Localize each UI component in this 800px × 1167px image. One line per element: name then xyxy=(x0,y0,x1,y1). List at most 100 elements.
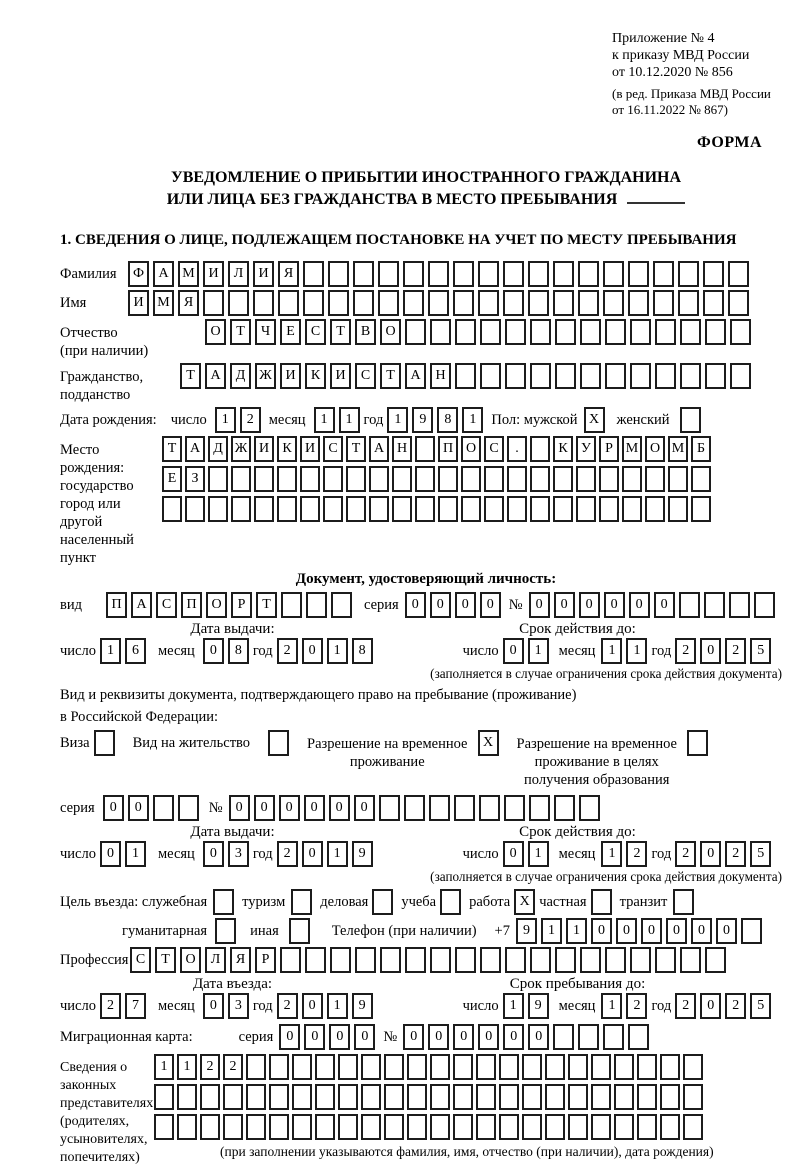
char-cell[interactable] xyxy=(599,496,619,522)
char-cell[interactable] xyxy=(683,1054,703,1080)
char-cell[interactable] xyxy=(415,496,435,522)
char-cell[interactable] xyxy=(438,496,458,522)
char-cell[interactable] xyxy=(553,1024,575,1050)
char-cell[interactable] xyxy=(530,466,550,492)
legal-reps-cells-row2[interactable] xyxy=(154,1084,714,1110)
char-cell[interactable] xyxy=(680,947,701,973)
char-cell[interactable] xyxy=(228,290,249,316)
char-cell[interactable]: 0 xyxy=(301,841,323,867)
char-cell[interactable] xyxy=(545,1114,565,1140)
char-cell[interactable]: 5 xyxy=(750,841,772,867)
char-cell[interactable] xyxy=(553,466,573,492)
char-cell[interactable]: 0 xyxy=(228,795,250,821)
char-cell[interactable] xyxy=(645,496,665,522)
char-cell[interactable] xyxy=(655,319,676,345)
char-cell[interactable]: П xyxy=(438,436,458,462)
char-cell[interactable]: 0 xyxy=(479,592,501,618)
char-cell[interactable]: 1 xyxy=(177,1054,197,1080)
char-cell[interactable]: А xyxy=(131,592,152,618)
char-cell[interactable] xyxy=(453,1114,473,1140)
char-cell[interactable] xyxy=(614,1084,634,1110)
char-cell[interactable] xyxy=(223,1084,243,1110)
char-cell[interactable] xyxy=(315,1084,335,1110)
char-cell[interactable]: 1 xyxy=(527,638,549,664)
char-cell[interactable] xyxy=(177,795,199,821)
char-cell[interactable] xyxy=(355,947,376,973)
char-cell[interactable]: С xyxy=(484,436,504,462)
char-cell[interactable] xyxy=(328,290,349,316)
char-cell[interactable]: X xyxy=(583,407,605,433)
char-cell[interactable]: Т xyxy=(230,319,251,345)
char-cell[interactable] xyxy=(378,261,399,287)
char-cell[interactable] xyxy=(403,290,424,316)
char-cell[interactable]: 1 xyxy=(124,841,146,867)
char-cell[interactable] xyxy=(603,261,624,287)
char-cell[interactable] xyxy=(253,290,274,316)
char-cell[interactable] xyxy=(660,1114,680,1140)
char-cell[interactable]: 0 xyxy=(528,592,550,618)
char-cell[interactable]: 0 xyxy=(640,918,662,944)
char-cell[interactable] xyxy=(591,1054,611,1080)
char-cell[interactable] xyxy=(578,795,600,821)
char-cell[interactable]: П xyxy=(181,592,202,618)
char-cell[interactable] xyxy=(338,1114,358,1140)
char-cell[interactable] xyxy=(476,1114,496,1140)
char-cell[interactable] xyxy=(384,1114,404,1140)
char-cell[interactable] xyxy=(678,290,699,316)
char-cell[interactable] xyxy=(522,1114,542,1140)
char-cell[interactable] xyxy=(484,496,504,522)
char-cell[interactable] xyxy=(576,496,596,522)
char-cell[interactable] xyxy=(637,1114,657,1140)
purpose-other-checkbox[interactable] xyxy=(288,918,314,944)
char-cell[interactable]: 2 xyxy=(276,638,298,664)
char-cell[interactable] xyxy=(438,466,458,492)
char-cell[interactable]: 0 xyxy=(615,918,637,944)
char-cell[interactable]: 0 xyxy=(715,918,737,944)
char-cell[interactable]: 1 xyxy=(326,841,348,867)
char-cell[interactable]: 0 xyxy=(503,1024,525,1050)
birthplace-cells-row3[interactable] xyxy=(162,496,714,522)
char-cell[interactable] xyxy=(453,290,474,316)
char-cell[interactable]: И xyxy=(128,290,149,316)
char-cell[interactable]: Я xyxy=(278,261,299,287)
char-cell[interactable] xyxy=(553,795,575,821)
char-cell[interactable]: П xyxy=(106,592,127,618)
char-cell[interactable] xyxy=(346,466,366,492)
char-cell[interactable] xyxy=(580,947,601,973)
char-cell[interactable]: Ж xyxy=(231,436,251,462)
char-cell[interactable]: 2 xyxy=(223,1054,243,1080)
char-cell[interactable]: 0 xyxy=(454,592,476,618)
char-cell[interactable] xyxy=(740,918,762,944)
char-cell[interactable] xyxy=(306,592,327,618)
char-cell[interactable] xyxy=(578,1024,600,1050)
char-cell[interactable]: Н xyxy=(430,363,451,389)
char-cell[interactable]: Ф xyxy=(128,261,149,287)
visa-checkbox[interactable] xyxy=(93,730,119,756)
char-cell[interactable] xyxy=(315,1054,335,1080)
char-cell[interactable] xyxy=(480,947,501,973)
char-cell[interactable] xyxy=(305,947,326,973)
char-cell[interactable] xyxy=(300,466,320,492)
char-cell[interactable] xyxy=(330,947,351,973)
char-cell[interactable]: 2 xyxy=(626,993,648,1019)
char-cell[interactable] xyxy=(152,795,174,821)
char-cell[interactable] xyxy=(268,730,290,756)
char-cell[interactable]: М xyxy=(178,261,199,287)
char-cell[interactable] xyxy=(730,319,751,345)
char-cell[interactable] xyxy=(705,319,726,345)
char-cell[interactable]: 9 xyxy=(351,993,373,1019)
char-cell[interactable] xyxy=(453,261,474,287)
char-cell[interactable] xyxy=(580,319,601,345)
char-cell[interactable] xyxy=(453,1054,473,1080)
char-cell[interactable]: К xyxy=(277,436,297,462)
char-cell[interactable]: 2 xyxy=(276,841,298,867)
char-cell[interactable] xyxy=(461,466,481,492)
char-cell[interactable]: Е xyxy=(162,466,182,492)
char-cell[interactable] xyxy=(580,363,601,389)
